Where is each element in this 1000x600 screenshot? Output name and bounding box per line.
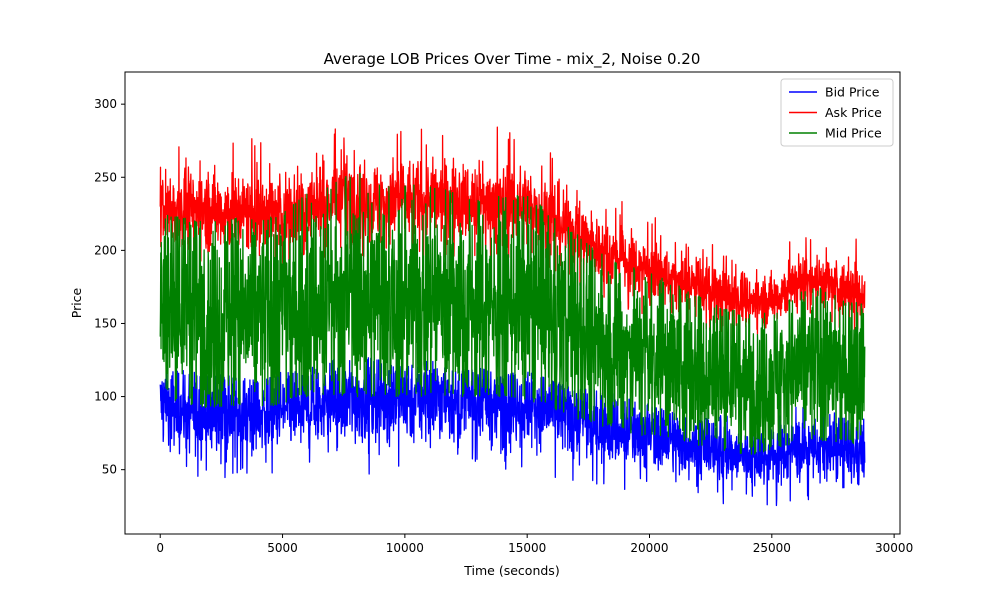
y-axis: 50 100 150 200 250 300 — [94, 97, 125, 477]
legend-label: Bid Price — [825, 85, 880, 100]
y-tick-label: 50 — [102, 463, 117, 477]
series-line-ask-price — [159, 126, 866, 339]
plot-area — [159, 126, 866, 507]
chart-title: Average LOB Prices Over Time - mix_2, No… — [324, 50, 701, 69]
x-tick-label: 30000 — [875, 541, 913, 555]
legend: Bid Price Ask Price Mid Price — [780, 78, 894, 147]
x-axis-label: Time (seconds) — [463, 563, 559, 578]
y-tick-label: 300 — [94, 97, 117, 111]
x-tick-label: 15000 — [508, 541, 546, 555]
legend-label: Ask Price — [825, 105, 882, 120]
series-line-mid-price — [159, 172, 866, 455]
x-tick-label: 20000 — [630, 541, 668, 555]
x-tick-label: 25000 — [753, 541, 791, 555]
plot-frame — [124, 71, 901, 535]
x-tick-label: 5000 — [267, 541, 298, 555]
y-tick-label: 200 — [94, 243, 117, 257]
legend-box — [780, 78, 894, 147]
legend-label: Mid Price — [825, 126, 882, 141]
x-tick-label: 10000 — [386, 541, 424, 555]
series-line-bid-price — [159, 355, 866, 507]
y-tick-label: 150 — [94, 316, 117, 330]
y-tick-label: 250 — [94, 170, 117, 184]
y-tick-label: 100 — [94, 390, 117, 404]
x-tick-label: 0 — [156, 541, 164, 555]
x-axis: 0 5000 10000 15000 20000 25000 30000 — [156, 534, 913, 555]
y-axis-label: Price — [69, 287, 84, 318]
